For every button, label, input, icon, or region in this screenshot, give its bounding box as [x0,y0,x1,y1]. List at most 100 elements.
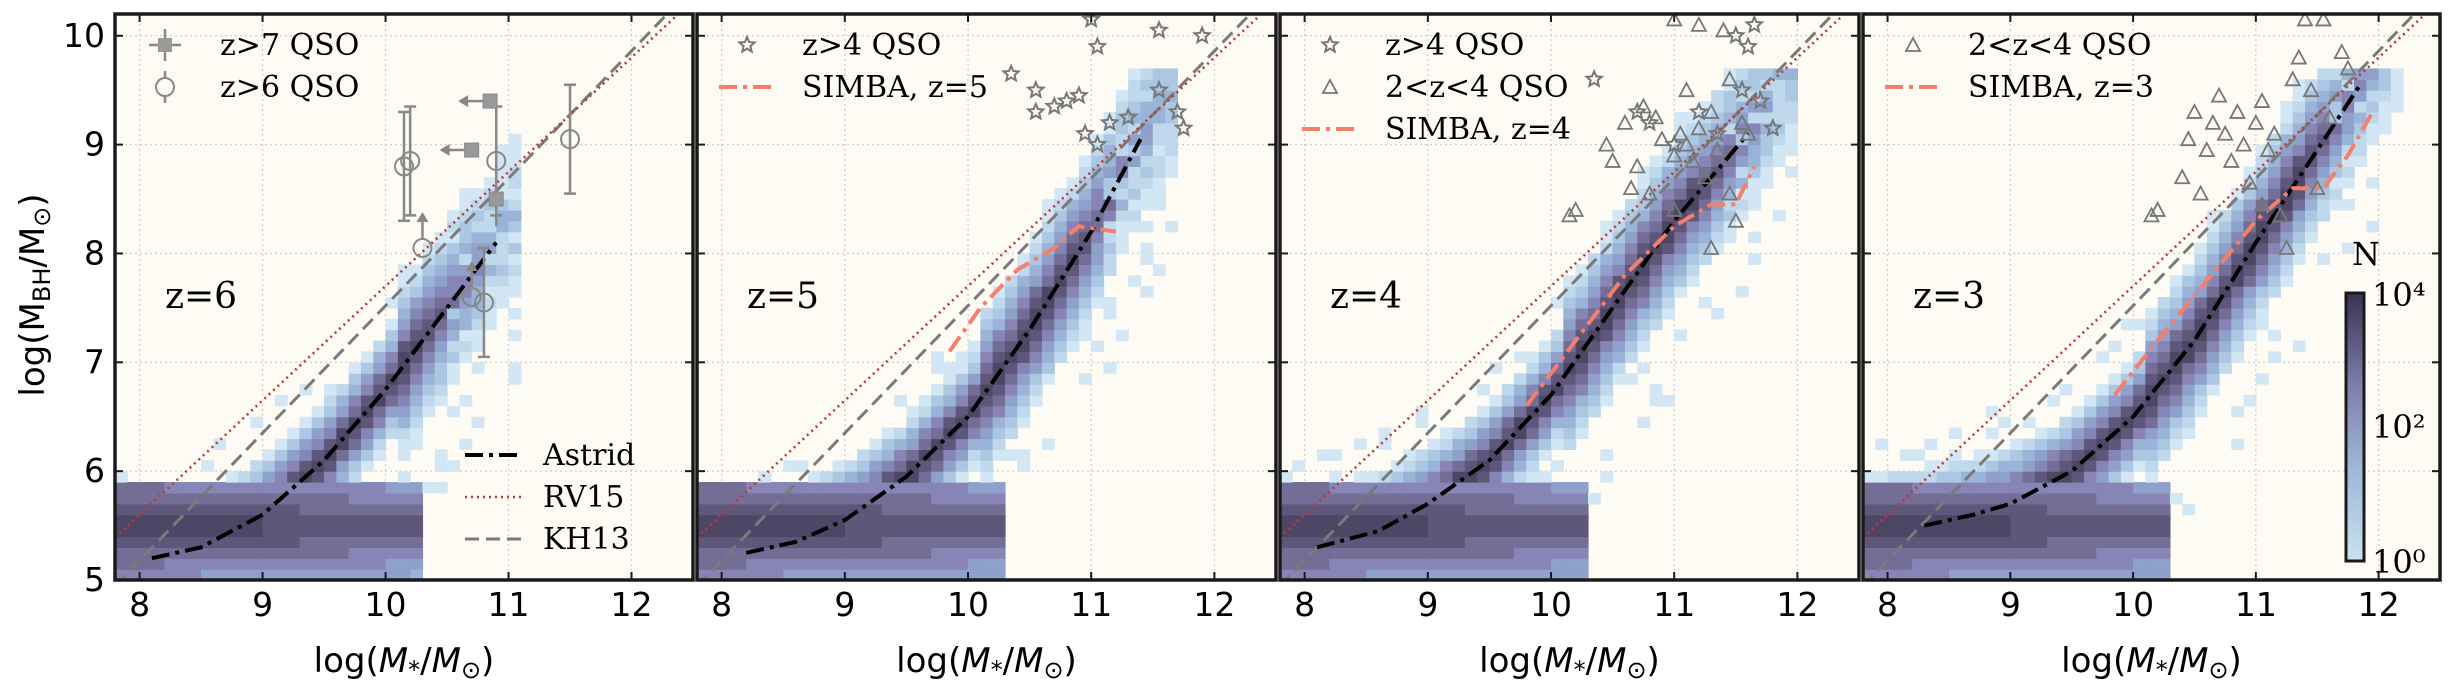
plot-area [115,14,693,580]
heatmap-cell [1600,297,1614,309]
heatmap-cell [2219,297,2232,309]
heatmap-cell [2145,384,2159,396]
heatmap-cell [1575,351,1589,363]
heatmap-cell [483,220,497,233]
heatmap-cell [795,547,809,559]
qso-star-marker [1118,106,1139,127]
heatmap-cell [2206,307,2220,320]
heatmap-cell [931,503,944,516]
heatmap-cell [1041,351,1055,363]
heatmap-cell [1378,558,1392,570]
heatmap-cell [832,503,846,516]
qso-triangle-marker [2173,168,2191,185]
heatmap-cell [1464,492,1478,505]
heatmap-cell [721,514,735,527]
heatmap-cell [2096,482,2110,494]
heatmap-cell [2096,536,2110,548]
heatmap-cell [1711,133,1725,146]
heatmap-cell [1649,307,1663,320]
heatmap-cell [2231,242,2245,255]
heatmap-cell [857,558,871,570]
heatmap-cell [2096,427,2110,440]
heatmap-cell [1378,427,1392,440]
heatmap-cell [336,569,350,580]
plot-area [1280,14,1859,580]
heatmap-cell [1875,503,1889,516]
heatmap-cell [1875,569,1889,580]
heatmap-cell [807,547,821,559]
heatmap-cell [1575,482,1589,494]
heatmap-cell [287,547,301,559]
heatmap-cell [1575,307,1589,320]
heatmap-cell [980,329,994,342]
heatmap-cell [906,471,920,483]
qso-triangle-marker [2253,92,2271,108]
qso-triangle-marker [2228,103,2246,119]
x-axis-label: log(M*/M⊙) [1479,641,1660,684]
x-tick-label: 8 [1877,585,1898,624]
heatmap-cell [225,514,239,527]
heatmap-cell [348,471,362,483]
heatmap-cell [992,405,1006,418]
heatmap-cell [857,460,871,472]
qso-limit-arrowhead [416,212,429,223]
heatmap-cell [1477,427,1491,440]
heatmap-cell [980,318,994,331]
x-axis-label: log(M*/M⊙) [314,641,495,684]
heatmap-cell [1390,460,1404,472]
heatmap-cell [1936,460,1950,472]
heatmap-cell [1924,536,1938,548]
heatmap-cell [1140,177,1154,189]
heatmap-cell [894,558,908,570]
heatmap-cell [483,177,497,189]
y-tick-label: 8 [84,233,105,272]
heatmap-cell [459,253,473,265]
heatmap-cell [2169,438,2183,450]
heatmap-cell [176,514,190,527]
heatmap-cell [324,438,337,450]
heatmap-cell [2047,471,2061,483]
heatmap-cell [857,471,871,483]
heatmap-cell [1575,514,1589,527]
qso-star-marker [1056,90,1077,110]
heatmap-cell [299,525,313,538]
heatmap-cell [1316,558,1330,570]
heatmap-cell [1353,492,1367,505]
heatmap-cell [758,514,772,527]
heatmap-cell [360,416,374,429]
heatmap-cell [373,362,387,374]
heatmap-cell [992,558,1006,570]
heatmap-cell [1674,253,1688,265]
heatmap-cell [360,558,374,570]
heatmap-cell [410,547,424,559]
heatmap-cell [324,427,337,440]
heatmap-cell [2034,438,2048,450]
heatmap-cell [225,482,239,494]
qso-triangle-marker [2265,124,2283,141]
heatmap-cell [1551,416,1564,429]
heatmap-cell [1600,351,1614,363]
heatmap-cell [1551,362,1564,374]
qso-star-marker [1001,63,1022,83]
heatmap-cell [857,536,871,548]
heatmap-cell [1017,362,1031,374]
heatmap-cell [447,264,460,276]
heatmap-cell [968,547,981,559]
heatmap-cell [1316,569,1330,580]
heatmap-cell [1961,547,1975,559]
heatmap-cell [324,482,337,494]
heatmap-cell [250,547,264,559]
heatmap-cell [918,416,932,429]
heatmap-cell [1017,340,1031,353]
heatmap-cell [1477,416,1491,429]
heatmap-cell [1760,166,1774,178]
heatmap-cell [188,482,202,494]
heatmap-cell [1723,199,1737,211]
heatmap-cell [758,569,772,580]
heatmap-cell [1624,373,1638,385]
heatmap-cell [931,438,944,450]
heatmap-cell [955,558,969,570]
qso-star-marker [1148,79,1170,99]
heatmap-cell [422,362,436,374]
x-tick-label: 9 [834,585,855,624]
